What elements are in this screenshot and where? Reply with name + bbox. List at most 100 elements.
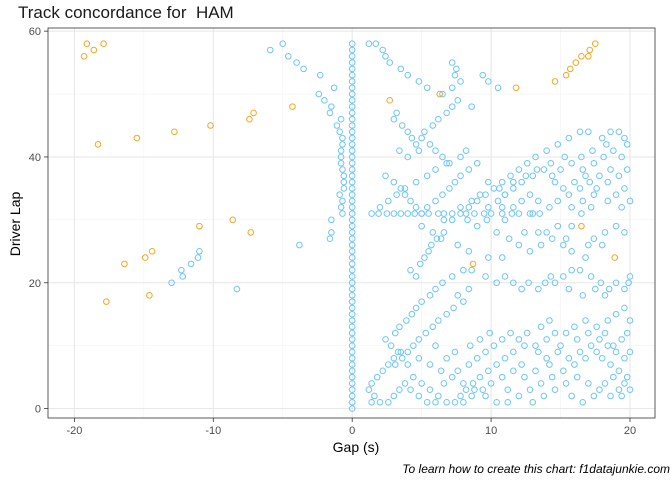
data-point	[146, 292, 153, 299]
data-point	[485, 254, 492, 261]
data-point	[618, 203, 625, 211]
data-point	[535, 197, 542, 205]
data-point	[418, 210, 425, 217]
data-point	[348, 59, 356, 66]
data-point	[250, 109, 257, 117]
data-point	[597, 279, 605, 287]
data-point	[247, 229, 255, 236]
data-point	[439, 153, 446, 161]
data-point	[473, 159, 481, 167]
x-tick-label: 0	[349, 425, 355, 437]
data-point	[590, 392, 598, 400]
data-point	[443, 354, 450, 362]
data-point	[565, 354, 573, 362]
data-point	[626, 197, 634, 205]
data-point	[315, 90, 323, 98]
data-point	[423, 398, 431, 406]
data-point	[487, 380, 495, 387]
data-point	[518, 285, 525, 293]
data-point	[568, 222, 575, 230]
data-point	[510, 348, 517, 356]
y-tick-label: 60	[29, 26, 41, 38]
data-point	[440, 380, 448, 387]
data-point	[562, 235, 570, 243]
data-point	[382, 172, 389, 180]
data-point	[365, 40, 373, 48]
data-point	[505, 235, 513, 243]
data-point	[348, 197, 356, 205]
data-point	[407, 197, 414, 205]
data-point	[457, 172, 464, 180]
data-point	[460, 266, 467, 274]
data-point	[187, 260, 195, 268]
data-point	[568, 159, 575, 167]
data-point	[403, 317, 410, 324]
data-point	[266, 46, 274, 54]
data-point	[535, 285, 542, 293]
data-point	[490, 185, 498, 192]
data-point	[498, 254, 506, 261]
data-point	[615, 128, 623, 136]
data-point	[460, 398, 467, 406]
data-point	[440, 216, 448, 224]
data-point	[321, 97, 328, 104]
data-point	[426, 361, 434, 368]
data-point	[532, 342, 539, 349]
data-point	[462, 386, 470, 393]
data-point	[423, 172, 431, 180]
data-point	[133, 134, 141, 142]
data-point	[328, 103, 335, 110]
data-point	[348, 153, 356, 161]
data-point	[601, 329, 609, 337]
data-point	[623, 329, 631, 337]
data-point	[454, 241, 462, 249]
data-point	[612, 222, 620, 230]
data-point	[612, 279, 620, 287]
data-point	[510, 279, 517, 287]
data-point	[612, 348, 620, 356]
data-point	[179, 273, 187, 280]
data-point	[171, 128, 178, 136]
data-point	[585, 53, 592, 60]
data-point	[391, 361, 399, 368]
data-point	[611, 254, 619, 261]
data-point	[328, 229, 335, 236]
data-point	[390, 115, 398, 123]
data-point	[536, 210, 544, 217]
data-point	[572, 59, 580, 66]
data-point	[498, 210, 506, 217]
data-point	[607, 392, 614, 400]
data-point	[571, 323, 578, 331]
data-point	[404, 348, 412, 356]
data-point	[532, 367, 539, 375]
data-point	[348, 97, 356, 104]
data-point	[348, 84, 356, 92]
data-point	[348, 222, 356, 230]
data-point	[579, 197, 587, 205]
data-point	[196, 248, 203, 255]
data-point	[526, 210, 534, 217]
data-point	[439, 90, 446, 98]
data-point	[348, 354, 356, 362]
data-point	[454, 292, 462, 299]
data-point	[562, 329, 570, 337]
data-point	[508, 210, 516, 217]
data-point	[582, 254, 589, 261]
data-point	[121, 260, 128, 268]
data-point	[425, 210, 432, 217]
data-point	[562, 380, 570, 387]
data-point	[541, 279, 549, 287]
x-axis-label: Gap (s)	[333, 439, 380, 455]
data-point	[415, 392, 423, 400]
data-point	[432, 197, 439, 205]
data-point	[448, 216, 456, 224]
data-point	[591, 285, 599, 293]
data-point	[426, 292, 434, 299]
data-point	[464, 216, 471, 224]
data-point	[546, 203, 553, 211]
data-point	[397, 210, 405, 217]
data-point	[326, 235, 334, 243]
data-point	[379, 367, 387, 375]
data-point	[568, 392, 575, 400]
data-point	[348, 310, 356, 318]
